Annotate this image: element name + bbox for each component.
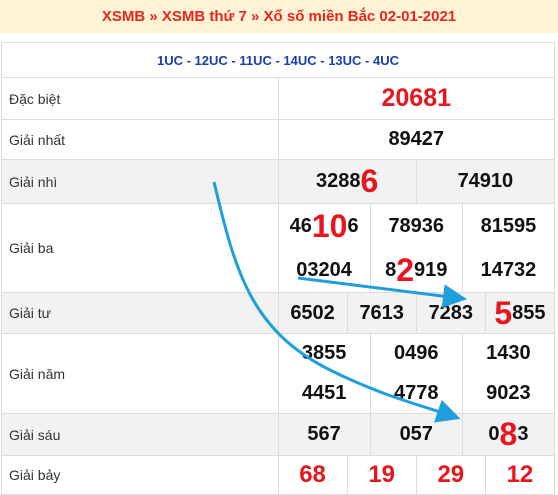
prize-row: Đặc biệt 20681 — [1, 77, 555, 120]
digits: 3288 — [315, 170, 361, 192]
value-line: 46 10 6 78936 81595 — [279, 204, 555, 248]
highlight-digits: 6 — [360, 163, 379, 199]
prize-row: Giải năm 3855 0496 1430 4451 4778 9023 — [1, 333, 555, 414]
number: 68 — [299, 461, 326, 488]
highlight-digits: 5 — [494, 294, 513, 331]
number: 9023 — [461, 373, 554, 413]
value-line: 3288 6 74910 — [279, 160, 555, 203]
number: 3288 6 — [279, 160, 416, 203]
digits: 46 — [289, 214, 312, 237]
digits: 919 — [414, 258, 448, 281]
number: 8 2 919 — [369, 248, 462, 292]
prize-values: 6502 7613 7283 5 855 — [277, 292, 555, 334]
number: 6502 — [290, 301, 335, 324]
prize-values: 89427 — [277, 119, 555, 160]
digits: 0 — [488, 423, 500, 445]
number: 81595 — [461, 204, 554, 248]
number: 78936 — [369, 204, 462, 248]
prize-label: Giải năm — [1, 333, 279, 414]
number: 74910 — [415, 160, 554, 203]
prize-values: 20681 — [277, 77, 555, 120]
number: 19 — [346, 456, 416, 494]
number: 057 — [369, 414, 462, 455]
value-line: 03204 8 2 919 14732 — [279, 248, 555, 292]
number: 3855 — [301, 342, 347, 365]
results-table: 1UC - 12UC - 11UC - 14UC - 13UC - 4UC Đặ… — [1, 42, 555, 495]
highlight-digits: 2 — [396, 251, 415, 288]
prize-label: Giải sáu — [1, 413, 279, 456]
prize-label: Giải nhất — [1, 119, 279, 160]
number: 0496 — [369, 334, 462, 374]
number: 89427 — [388, 128, 445, 150]
value-line: 68 19 29 12 — [279, 456, 555, 494]
digits: 8 — [385, 258, 397, 281]
number: 12 — [484, 456, 554, 494]
prize-row: Giải tư 6502 7613 7283 5 855 — [1, 292, 555, 334]
value-line: 89427 — [279, 120, 555, 159]
number: 4451 — [301, 381, 347, 404]
number: 4778 — [369, 373, 462, 413]
value-line: 20681 — [279, 78, 555, 119]
digits: 3 — [517, 423, 529, 445]
highlight-digits: 10 — [311, 207, 348, 244]
number: 29 — [415, 456, 485, 494]
prize-values: 46 10 6 78936 81595 03204 8 2 919 14732 — [277, 203, 555, 293]
table-body: 1UC - 12UC - 11UC - 14UC - 13UC - 4UC Đặ… — [1, 42, 555, 495]
prize-values: 567 057 0 8 3 — [277, 413, 555, 456]
codes-row: 1UC - 12UC - 11UC - 14UC - 13UC - 4UC — [1, 42, 555, 78]
value-line: 6502 7613 7283 5 855 — [279, 293, 555, 333]
prize-label: Đặc biệt — [1, 77, 279, 120]
number: 03204 — [296, 258, 352, 281]
value-line: 3855 0496 1430 — [279, 334, 555, 374]
prize-row: Giải nhất 89427 — [1, 119, 555, 160]
prize-row: Giải bảy 68 19 29 12 — [1, 455, 555, 495]
prize-label: Giải nhì — [1, 159, 279, 204]
value-line: 567 057 0 8 3 — [279, 414, 555, 455]
codes: 1UC - 12UC - 11UC - 14UC - 13UC - 4UC — [1, 42, 555, 78]
prize-row: Giải sáu 567 057 0 8 3 — [1, 413, 555, 456]
number: 7613 — [346, 293, 416, 333]
prize-label: Giải bảy — [1, 455, 279, 495]
number: 46 10 6 — [279, 204, 370, 248]
prize-values: 3288 6 74910 — [277, 159, 555, 204]
number: 5 855 — [484, 293, 554, 333]
highlight-digits: 8 — [499, 416, 518, 452]
prize-label: Giải tư — [1, 292, 279, 334]
prize-row: Giải nhì 3288 6 74910 — [1, 159, 555, 204]
number: 567 — [307, 423, 341, 445]
page-title: XSMB » XSMB thứ 7 » Xổ số miền Bắc 02-01… — [0, 0, 558, 33]
prize-row: Giải ba 46 10 6 78936 81595 03204 8 2 919 14732 — [1, 203, 555, 293]
prize-values: 68 19 29 12 — [277, 455, 555, 495]
prize-label: Giải ba — [1, 203, 279, 293]
number: 20681 — [381, 84, 452, 112]
number: 14732 — [461, 248, 554, 292]
value-line: 4451 4778 9023 — [279, 373, 555, 413]
digits: 855 — [512, 301, 546, 324]
prize-values: 3855 0496 1430 4451 4778 9023 — [277, 333, 555, 414]
number: 7283 — [415, 293, 485, 333]
digits: 6 — [347, 214, 359, 237]
number: 1430 — [461, 334, 554, 374]
